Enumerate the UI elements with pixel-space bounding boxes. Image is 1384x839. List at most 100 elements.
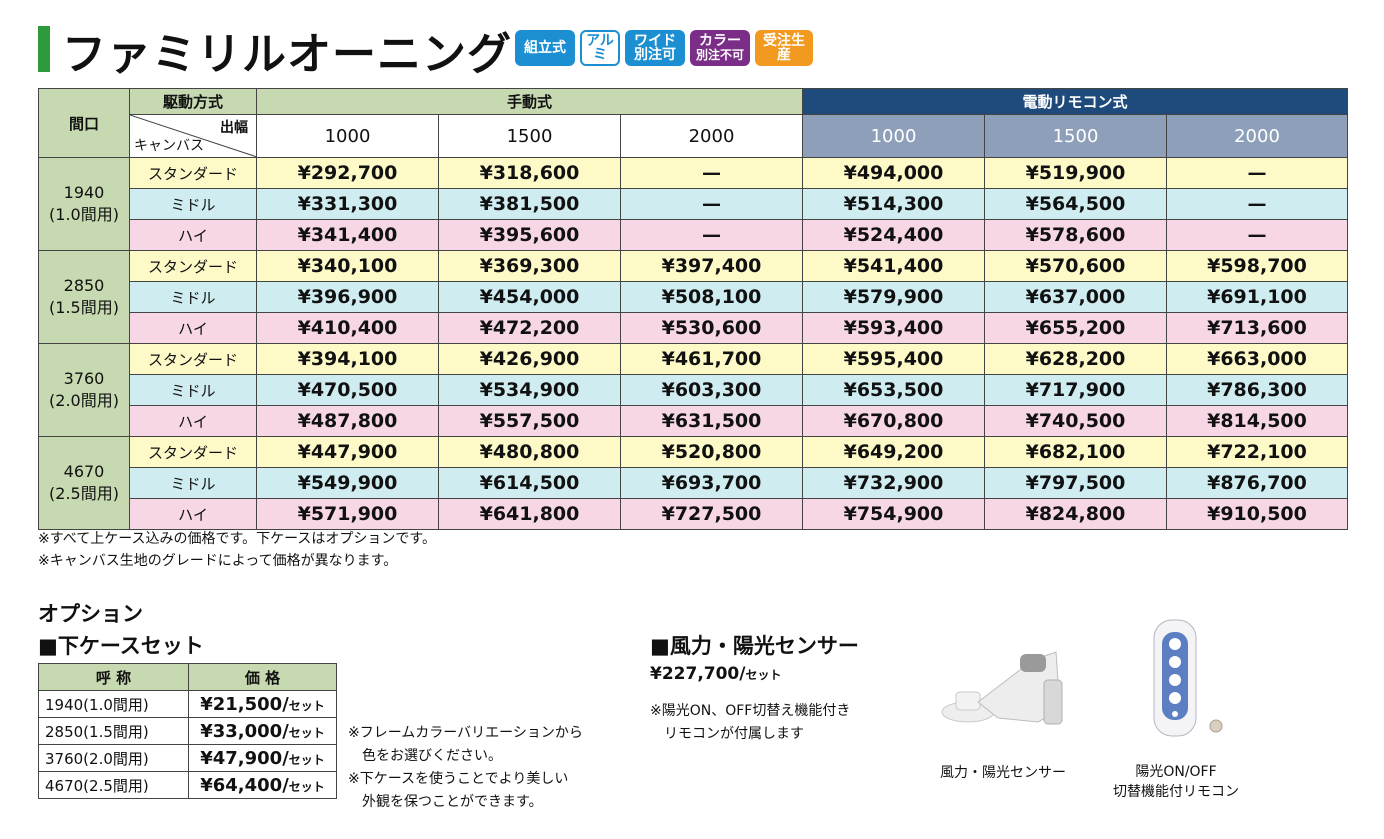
price-cell: ¥571,900 [256, 498, 439, 530]
option-notes: ※フレームカラーバリエーションから 色をお選びください。 ※下ケースを使うことで… [348, 722, 583, 814]
table-row: 2850 (1.5間用) スタンダード ¥340,100 ¥369,300 ¥397,40… [38, 250, 1348, 344]
price-cell: — [620, 188, 803, 220]
price-cell: ¥655,200 [984, 312, 1167, 344]
option-note-line: 外観を保つことができます。 [348, 794, 543, 810]
option-row: 1940(1.0間用) ¥21,500/セット [38, 690, 337, 718]
price-cell: ¥557,500 [438, 405, 621, 437]
price-cell: ¥331,300 [256, 188, 439, 220]
price-cell: ¥578,600 [984, 219, 1167, 251]
price-cell: ¥598,700 [1166, 250, 1348, 282]
table-row: ミドル ¥549,900 ¥614,500 ¥693,700 ¥732,900 ¥797,… [39, 467, 1348, 499]
option-row: 3760(2.0間用) ¥47,900/セット [38, 744, 337, 772]
price-cell: ¥369,300 [438, 250, 621, 282]
price-cell: ¥631,500 [620, 405, 803, 437]
sensor-note-line: リモコンが付属します [650, 726, 804, 742]
option-note-line: 色をお選びください。 [348, 748, 502, 764]
badge-wide-line2: 別注可 [634, 47, 676, 63]
badge-order: 受注生産 [755, 30, 813, 66]
lower-case-title: ■下ケースセット [38, 634, 204, 658]
col-name-header: 呼 称 [38, 663, 189, 691]
remote-caption-line1: 陽光ON/OFF [1135, 764, 1217, 780]
price-cell: ¥727,500 [620, 498, 803, 530]
diagonal-line [130, 115, 257, 157]
price-cell: ¥670,800 [802, 405, 985, 437]
price-cell: ¥876,700 [1166, 467, 1348, 499]
option-unit: セット [288, 698, 325, 713]
size-value: 3760 [63, 369, 105, 388]
price-cell: ¥534,900 [438, 374, 621, 406]
size-value: 2850 [63, 276, 105, 295]
price-cell: ¥541,400 [802, 250, 985, 282]
price-cell: ¥472,200 [438, 312, 621, 344]
price-cell: ¥754,900 [802, 498, 985, 530]
price-table-body: 1940 (1.0間用) スタンダード ¥292,700 ¥318,600— ¥494,0… [38, 157, 1348, 530]
grade-cell: ハイ [129, 312, 257, 344]
width-manual-2000: 2000 [620, 114, 803, 158]
sensor-title: ■風力・陽光センサー [650, 634, 859, 658]
price-cell: ¥797,500 [984, 467, 1167, 499]
option-name: 3760(2.0間用) [38, 744, 189, 772]
price-cell: ¥637,000 [984, 281, 1167, 313]
badge-kumitate: 組立式 [515, 30, 575, 66]
price-cell: — [620, 157, 803, 189]
header-electric: 電動リモコン式 [802, 88, 1348, 115]
size-ken: (1.5間用) [49, 298, 119, 317]
price-cell: ¥603,300 [620, 374, 803, 406]
badge-alumi: アルミ [580, 30, 620, 66]
price-cell: ¥693,700 [620, 467, 803, 499]
price-cell: ¥549,900 [256, 467, 439, 499]
size-ken: (1.0間用) [49, 205, 119, 224]
size-value: 1940 [63, 183, 105, 202]
remote-caption: 陽光ON/OFF 切替機能付リモコン [1096, 762, 1256, 802]
size-cell: 4670 (2.5間用) [38, 436, 130, 530]
size-ken: (2.5間用) [49, 484, 119, 503]
price-cell: ¥381,500 [438, 188, 621, 220]
grade-cell: ミドル [129, 281, 257, 313]
grade-cell: スタンダード [129, 343, 257, 375]
sensor-caption: 風力・陽光センサー [940, 765, 1066, 781]
price-cell: ¥494,000 [802, 157, 985, 189]
table-row: 1940 (1.0間用) スタンダード ¥292,700 ¥318,600— ¥494,0… [38, 157, 1348, 251]
page-title: ファミリルオーニング [62, 29, 512, 80]
price-cell: ¥454,000 [438, 281, 621, 313]
sensor-note-line: ※陽光ON、OFF切替え機能付き [650, 703, 851, 719]
option-price: ¥47,900/ [200, 747, 289, 769]
option-price-cell: ¥33,000/セット [188, 717, 337, 745]
option-unit: セット [288, 752, 325, 767]
lower-case-table: 呼 称 価 格 1940(1.0間用) ¥21,500/セット 2850(1.5間用… [38, 663, 337, 799]
price-cell: ¥487,800 [256, 405, 439, 437]
price-cell: ¥397,400 [620, 250, 803, 282]
note-line: ※すべて上ケース込みの価格です。下ケースはオプションです。 [38, 531, 436, 547]
price-cell: ¥595,400 [802, 343, 985, 375]
option-price-cell: ¥64,400/セット [188, 771, 337, 799]
sensor-price: ¥227,700/セット [650, 664, 781, 684]
option-price: ¥33,000/ [200, 720, 289, 742]
grade-cell: スタンダード [129, 157, 257, 189]
table-row: ハイ ¥487,800 ¥557,500 ¥631,500 ¥670,800 ¥740,5… [39, 405, 1348, 437]
price-cell: ¥519,900 [984, 157, 1167, 189]
price-cell: ¥514,300 [802, 188, 985, 220]
price-cell: ¥628,200 [984, 343, 1167, 375]
price-cell: ¥508,100 [620, 281, 803, 313]
price-cell: ¥564,500 [984, 188, 1167, 220]
option-row: 4670(2.5間用) ¥64,400/セット [38, 771, 337, 799]
label-canvas: キャンバス [134, 138, 204, 154]
table-row: ハイ ¥341,400 ¥395,600— ¥524,400 ¥578,600— [39, 219, 1348, 251]
badge-color-line1: カラー [699, 33, 741, 49]
note-line: ※キャンバス生地のグレードによって価格が異なります。 [38, 553, 398, 569]
option-price: ¥21,500/ [200, 693, 289, 715]
table-row: ミドル ¥470,500 ¥534,900 ¥603,300 ¥653,500 ¥717,… [39, 374, 1348, 406]
size-ken: (2.0間用) [49, 391, 119, 410]
option-row: 2850(1.5間用) ¥33,000/セット [38, 717, 337, 745]
width-electric-2000: 2000 [1166, 114, 1348, 158]
price-cell: ¥480,800 [438, 436, 621, 468]
grade-cell: ミドル [129, 188, 257, 220]
price-cell: ¥426,900 [438, 343, 621, 375]
price-cell: ¥910,500 [1166, 498, 1348, 530]
price-cell: ¥530,600 [620, 312, 803, 344]
price-cell: ¥292,700 [256, 157, 439, 189]
option-name: 2850(1.5間用) [38, 717, 189, 745]
price-cell: ¥579,900 [802, 281, 985, 313]
table-row: 3760 (2.0間用) スタンダード ¥394,100 ¥426,900 ¥461,70… [38, 343, 1348, 437]
price-cell: ¥824,800 [984, 498, 1167, 530]
